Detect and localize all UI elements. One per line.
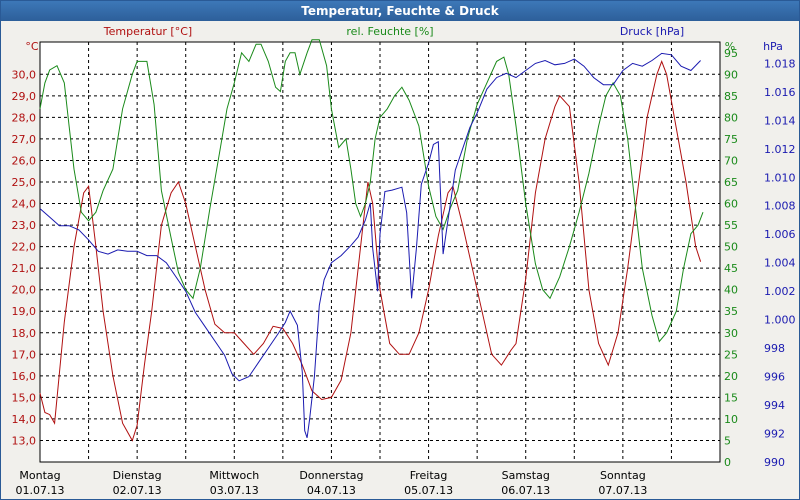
- day-label: Freitag: [410, 469, 448, 482]
- humidity-unit: %: [725, 40, 735, 53]
- humidity-tick-label: 40: [724, 284, 738, 297]
- grid: [40, 42, 720, 462]
- temperature-tick-label: 29,0: [12, 90, 37, 103]
- humidity-tick-label: 55: [724, 219, 738, 232]
- pressure-series-line: [39, 52, 701, 438]
- humidity-tick-label: 95: [724, 47, 738, 60]
- pressure-tick-label: 1.016: [764, 86, 796, 99]
- date-label: 06.07.13: [501, 484, 550, 497]
- humidity-tick-label: 90: [724, 68, 738, 81]
- pressure-tick-label: 1.014: [764, 114, 796, 127]
- pressure-tick-label: 998: [764, 342, 785, 355]
- pressure-tick-label: 1.018: [764, 57, 796, 70]
- temperature-tick-label: 30,0: [12, 68, 37, 81]
- day-label: Donnerstag: [299, 469, 363, 482]
- axes-layer: 13,0 14,0 15,0 16,0 17,0 18,0 19,0 20,0 21,0 22,0…: [12, 47, 796, 497]
- humidity-axis-label: rel. Feuchte [%]: [346, 25, 433, 38]
- humidity-tick-label: 10: [724, 413, 738, 426]
- temperature-tick-label: 16,0: [12, 370, 37, 383]
- humidity-series-line: [39, 39, 704, 343]
- humidity-tick-label: 80: [724, 111, 738, 124]
- temperature-axis-label: Temperatur [°C]: [103, 25, 192, 38]
- pressure-tick-label: 990: [764, 456, 785, 469]
- temperature-tick-label: 17,0: [12, 348, 37, 361]
- humidity-tick-label: 65: [724, 176, 738, 189]
- humidity-tick-label: 50: [724, 241, 738, 254]
- date-label: 03.07.13: [210, 484, 259, 497]
- temperature-tick-label: 26,0: [12, 154, 37, 167]
- pressure-tick-label: 1.006: [764, 228, 796, 241]
- temperature-tick-label: 15,0: [12, 391, 37, 404]
- date-label: 05.07.13: [404, 484, 453, 497]
- temperature-tick-label: 18,0: [12, 327, 37, 340]
- temperature-tick-label: 20,0: [12, 284, 37, 297]
- day-label: Mittwoch: [209, 469, 259, 482]
- humidity-tick-label: 60: [724, 198, 738, 211]
- humidity-tick-label: 35: [724, 305, 738, 318]
- humidity-tick-label: 15: [724, 391, 738, 404]
- pressure-tick-label: 1.008: [764, 200, 796, 213]
- pressure-tick-label: 992: [764, 428, 785, 441]
- humidity-tick-label: 0: [724, 456, 731, 469]
- humidity-tick-label: 20: [724, 370, 738, 383]
- humidity-tick-label: 85: [724, 90, 738, 103]
- temperature-tick-label: 21,0: [12, 262, 37, 275]
- temperature-tick-label: 14,0: [12, 413, 37, 426]
- day-label: Sonntag: [600, 469, 646, 482]
- pressure-tick-label: 1.000: [764, 314, 796, 327]
- day-label: Montag: [19, 469, 60, 482]
- date-label: 02.07.13: [113, 484, 162, 497]
- humidity-tick-label: 70: [724, 154, 738, 167]
- date-label: 01.07.13: [16, 484, 65, 497]
- temperature-tick-label: 27,0: [12, 133, 37, 146]
- temperature-tick-label: 28,0: [12, 111, 37, 124]
- temperature-tick-label: 19,0: [12, 305, 37, 318]
- humidity-tick-label: 30: [724, 327, 738, 340]
- day-label: Dienstag: [113, 469, 162, 482]
- pressure-tick-label: 1.012: [764, 143, 796, 156]
- temperature-series-line: [39, 59, 702, 442]
- pressure-unit: hPa: [763, 40, 783, 53]
- window-title: Temperatur, Feuchte & Druck: [1, 1, 799, 21]
- date-label: 04.07.13: [307, 484, 356, 497]
- pressure-tick-label: 994: [764, 399, 785, 412]
- day-label: Samstag: [502, 469, 550, 482]
- temperature-tick-label: 25,0: [12, 176, 37, 189]
- temperature-tick-label: 22,0: [12, 241, 37, 254]
- temperature-tick-label: 23,0: [12, 219, 37, 232]
- humidity-tick-label: 45: [724, 262, 738, 275]
- pressure-tick-label: 1.002: [764, 285, 796, 298]
- temperature-tick-label: 24,0: [12, 198, 37, 211]
- temperature-tick-label: 13,0: [12, 434, 37, 447]
- pressure-tick-label: 996: [764, 371, 785, 384]
- pressure-tick-label: 1.004: [764, 257, 796, 270]
- series-layer: [39, 39, 704, 442]
- temperature-unit: °C: [25, 40, 39, 53]
- humidity-tick-label: 5: [724, 434, 731, 447]
- pressure-axis-label: Druck [hPa]: [620, 25, 684, 38]
- pressure-tick-label: 1.010: [764, 171, 796, 184]
- humidity-tick-label: 75: [724, 133, 738, 146]
- humidity-tick-label: 25: [724, 348, 738, 361]
- date-label: 07.07.13: [598, 484, 647, 497]
